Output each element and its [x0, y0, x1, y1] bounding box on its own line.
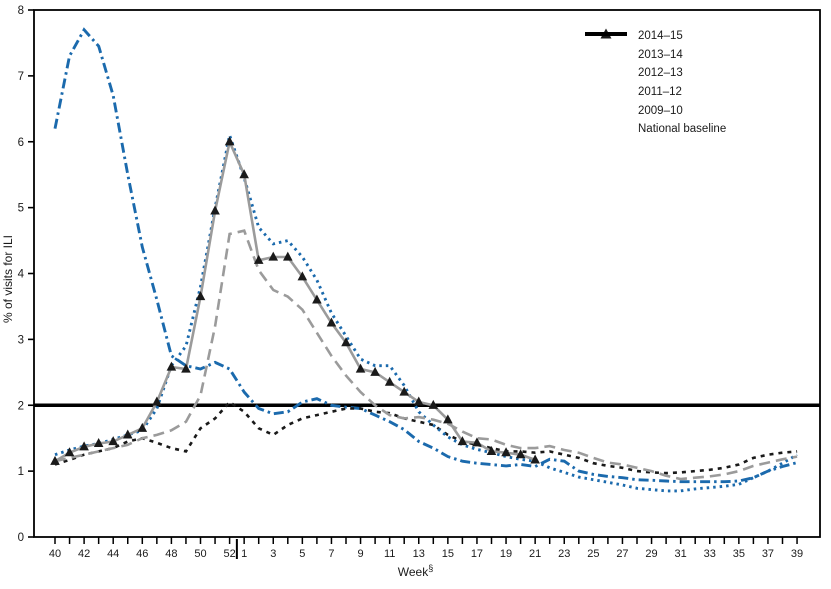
- legend-label: 2011–12: [638, 86, 682, 99]
- svg-text:0: 0: [18, 532, 24, 544]
- svg-text:31: 31: [675, 548, 687, 560]
- svg-text:33: 33: [704, 548, 716, 560]
- y-axis-ticks: 0 1 2 3 4 5 6 7 8: [18, 5, 34, 544]
- svg-text:7: 7: [328, 548, 334, 560]
- svg-text:3: 3: [270, 548, 276, 560]
- svg-text:29: 29: [645, 548, 657, 560]
- svg-text:40: 40: [49, 548, 61, 560]
- x-axis-ticks: 40 42 44 46 48 50 52 1 3 5 7 9 11 13 15 17 19 21 23 25 27 29 3…: [49, 537, 803, 560]
- svg-text:7: 7: [18, 71, 24, 83]
- y-axis-title: % of visits for ILI: [1, 234, 15, 324]
- svg-text:25: 25: [587, 548, 599, 560]
- legend-item-national-baseline: National baseline: [583, 32, 727, 139]
- svg-text:1: 1: [18, 466, 24, 478]
- svg-text:46: 46: [136, 548, 148, 560]
- legend-item-2011-12: 2011–12: [583, 32, 726, 102]
- svg-text:6: 6: [18, 137, 24, 149]
- legend-label: 2012–13: [638, 67, 683, 80]
- svg-text:3: 3: [18, 334, 24, 346]
- svg-text:52: 52: [223, 548, 235, 560]
- svg-text:21: 21: [529, 548, 541, 560]
- svg-text:1: 1: [241, 548, 247, 560]
- legend-line-sample-baseline: [583, 32, 629, 136]
- svg-text:23: 23: [558, 548, 570, 560]
- legend-line-sample-2011-12: [583, 32, 629, 99]
- svg-text:4: 4: [18, 269, 25, 281]
- footnote-symbol: §: [428, 563, 434, 573]
- svg-text:2: 2: [18, 400, 24, 412]
- svg-text:42: 42: [78, 548, 90, 560]
- legend-label: National baseline: [638, 123, 727, 136]
- svg-text:11: 11: [384, 548, 395, 560]
- legend: 2014–15 2013–14 2012–13 2011–12 2009–10 …: [583, 27, 726, 139]
- series-2011-12: [54, 400, 798, 475]
- svg-text:50: 50: [194, 548, 206, 560]
- legend-label: 2009–10: [638, 104, 683, 117]
- svg-text:5: 5: [299, 548, 305, 560]
- svg-text:48: 48: [165, 548, 177, 560]
- svg-text:17: 17: [471, 548, 483, 560]
- legend-item-2012-13: 2012–13: [583, 32, 726, 83]
- svg-text:13: 13: [413, 548, 425, 560]
- series-2009-10: [53, 27, 798, 484]
- svg-text:35: 35: [733, 548, 745, 560]
- svg-text:5: 5: [18, 203, 24, 215]
- legend-line-sample-2013-14: [583, 32, 629, 62]
- legend-line-sample-2009-10: [583, 32, 629, 118]
- legend-item-2009-10: 2009–10: [583, 32, 726, 120]
- series-2012-13: [54, 129, 798, 493]
- svg-text:9: 9: [357, 548, 363, 560]
- legend-item-2013-14: 2013–14: [583, 32, 726, 65]
- svg-text:37: 37: [762, 548, 774, 560]
- series-2014-15: [50, 136, 540, 465]
- svg-text:39: 39: [791, 548, 803, 560]
- svg-text:44: 44: [107, 548, 119, 560]
- legend-line-sample-2012-13: [583, 32, 629, 80]
- svg-text:27: 27: [616, 548, 628, 560]
- x-axis-title-text: Week: [397, 565, 429, 579]
- series-2013-14: [54, 229, 798, 481]
- legend-label: 2014–15: [638, 30, 683, 43]
- svg-text:15: 15: [442, 548, 454, 560]
- x-axis-title: Week§: [0, 563, 831, 579]
- svg-text:19: 19: [500, 548, 512, 560]
- svg-text:8: 8: [18, 5, 24, 17]
- legend-label: 2013–14: [638, 48, 683, 61]
